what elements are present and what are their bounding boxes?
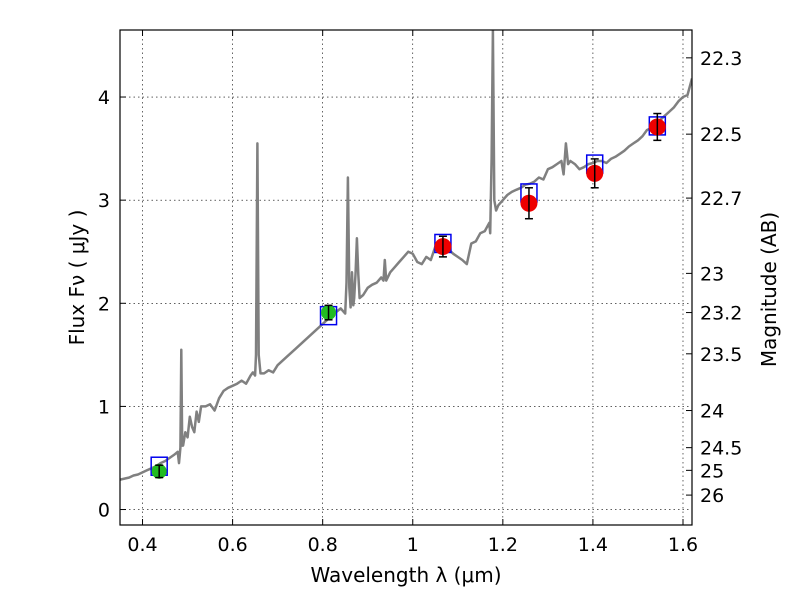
- y-axis-label: Flux Fν ( μJy ): [65, 210, 89, 346]
- mag-tick-label: 23.5: [700, 344, 742, 366]
- y-tick-label: 0: [98, 500, 110, 522]
- axes-frame: [119, 29, 693, 526]
- y-tick-label: 3: [98, 190, 110, 212]
- mag-tick-label: 26: [700, 485, 724, 507]
- x-tick-label: 0.8: [308, 534, 338, 556]
- x-tick-label: 1: [407, 534, 419, 556]
- mag-tick-label: 22.7: [700, 188, 742, 210]
- y-tick-label: 1: [98, 396, 110, 418]
- gridlines: [120, 30, 692, 525]
- x-tick-label: 1.2: [488, 534, 518, 556]
- mag-tick-label: 22.5: [700, 124, 742, 146]
- mag-tick-label: 24: [700, 401, 724, 423]
- y-tick-label: 2: [98, 293, 110, 315]
- y2-axis-label: Magnitude (AB): [757, 212, 781, 367]
- mag-tick-label: 24.5: [700, 438, 742, 460]
- mag-tick-label: 23: [700, 263, 724, 285]
- ticks: 0.4 0.6 0.8 1 1.2 1.4 1.60123422.322.522.72323…: [98, 30, 742, 556]
- x-tick-label: 1.4: [578, 534, 608, 556]
- y-tick-label: 4: [98, 87, 110, 109]
- mag-tick-label: 22.3: [700, 48, 742, 70]
- mag-tick-label: 25: [700, 460, 724, 482]
- mag-tick-label: 23.2: [700, 303, 742, 325]
- plot-area: [120, 30, 692, 481]
- x-tick-label: 0.6: [217, 534, 247, 556]
- x-tick-label: 0.4: [127, 534, 157, 556]
- spectrum-line: [120, 30, 692, 481]
- x-axis-label: Wavelength λ (μm): [310, 563, 501, 587]
- x-tick-label: 1.6: [668, 534, 698, 556]
